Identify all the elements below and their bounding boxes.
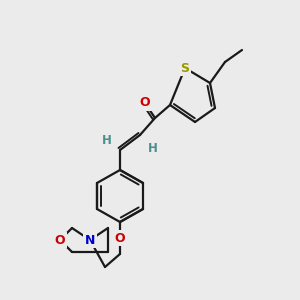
Text: H: H [102,134,112,146]
Text: O: O [140,97,150,110]
Text: O: O [55,233,65,247]
Text: H: H [148,142,158,154]
Text: N: N [85,233,95,247]
Text: O: O [115,232,125,244]
Text: S: S [181,61,190,74]
